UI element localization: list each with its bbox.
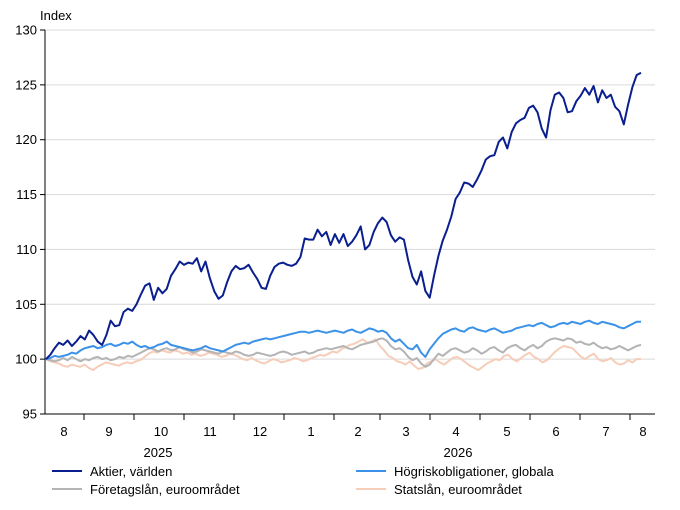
y-tick-label: 120: [15, 132, 37, 147]
x-month-label: 1: [307, 424, 314, 439]
y-tick-label: 100: [15, 352, 37, 367]
y-tick-label: 130: [15, 23, 37, 38]
series-line-1: [45, 319, 641, 361]
y-tick-label: 115: [16, 187, 37, 202]
x-month-label: 8: [60, 424, 67, 439]
x-month-label: 11: [203, 424, 217, 439]
x-month-label: 8: [639, 424, 646, 439]
x-month-label: 10: [154, 424, 168, 439]
x-year-label: 2026: [444, 445, 473, 460]
axes: [44, 30, 655, 415]
x-month-label: 3: [402, 424, 409, 439]
x-month-label: 5: [503, 424, 510, 439]
y-tick-label: 125: [15, 77, 37, 92]
gridlines: [45, 29, 655, 360]
y-tick-label: 110: [16, 242, 37, 257]
x-month-label: 9: [105, 424, 112, 439]
x-month-label: 4: [452, 424, 459, 439]
y-axis-title: Index: [40, 8, 72, 23]
y-tick-label: 105: [15, 297, 37, 312]
series-line-3: [45, 338, 641, 372]
x-month-label: 7: [602, 424, 609, 439]
x-month-label: 12: [253, 424, 267, 439]
y-tick-label: 95: [23, 407, 37, 422]
series-line-2: [45, 337, 642, 368]
x-year-label: 2025: [144, 445, 173, 460]
series-line-0: [45, 71, 642, 360]
x-month-label: 2: [354, 424, 361, 439]
series-layer: [45, 71, 642, 372]
x-month-label: 6: [552, 424, 559, 439]
